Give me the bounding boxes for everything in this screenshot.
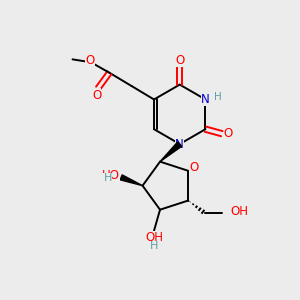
Text: O: O [85, 54, 94, 67]
Text: OH: OH [230, 205, 248, 218]
Text: O: O [224, 127, 233, 140]
Text: HO: HO [102, 169, 120, 182]
Text: N: N [201, 93, 210, 106]
Text: OH: OH [145, 231, 163, 244]
Polygon shape [120, 175, 142, 186]
Polygon shape [160, 142, 182, 162]
Text: N: N [175, 138, 184, 151]
Text: O: O [189, 161, 198, 174]
Text: H: H [214, 92, 222, 101]
Text: O: O [175, 54, 184, 67]
Text: H: H [150, 241, 158, 251]
Text: O: O [92, 88, 101, 101]
Text: H: H [103, 173, 112, 183]
